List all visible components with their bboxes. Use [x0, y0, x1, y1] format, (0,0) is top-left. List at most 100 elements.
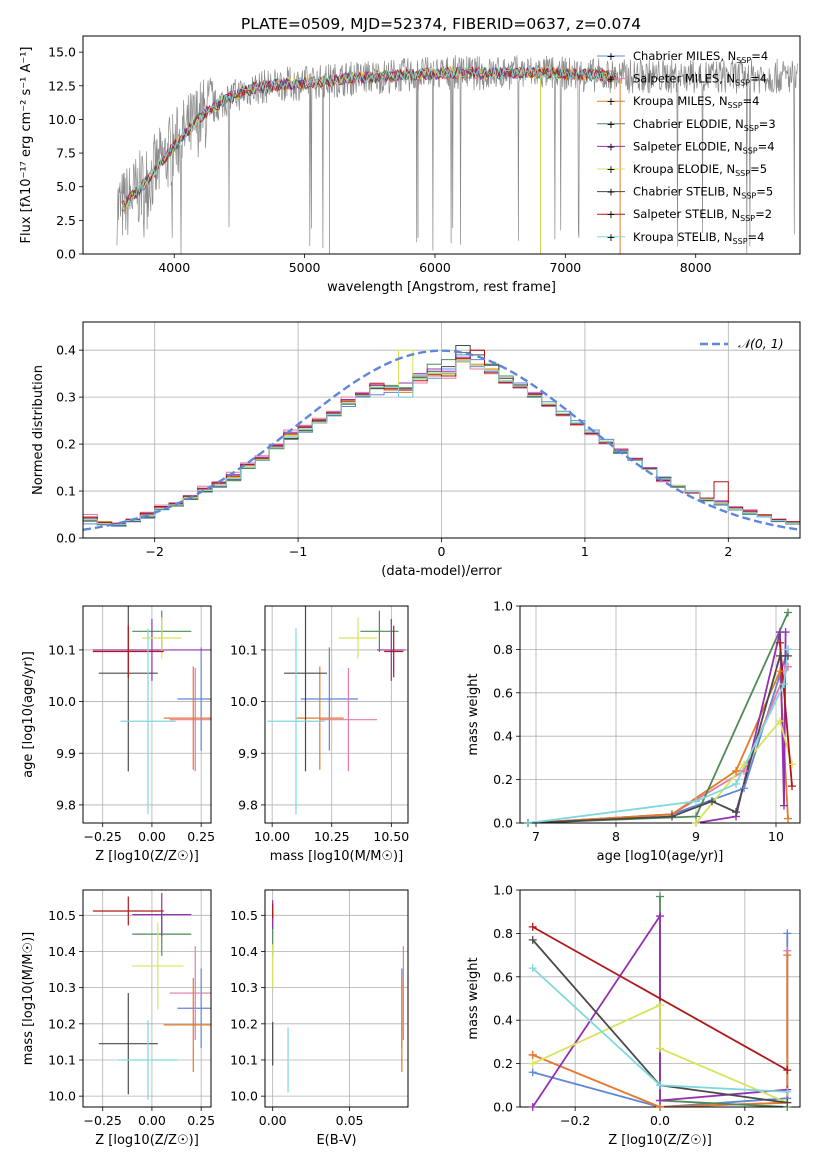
mass_vs_z-ytick-label-0: 10.0 — [48, 1089, 76, 1104]
weight_vs_z-marker-6-2 — [783, 1098, 792, 1107]
weight_vs_age-marker-8-2 — [732, 779, 740, 788]
spectrum-legend-marker-7: + — [606, 208, 615, 221]
legend-label-sub: SSP — [740, 214, 755, 223]
mass_vs_z-xtick-label-2: 0.25 — [187, 1113, 215, 1128]
spectrum-ytick-label-6: 15.0 — [48, 45, 76, 60]
weight_vs_age-line-7 — [779, 642, 793, 787]
weight_vs_age-line-5 — [695, 719, 793, 823]
weight_vs_z-line-5 — [532, 1003, 788, 1104]
weight_vs_z-ytick-label-4: 0.8 — [493, 926, 513, 941]
mass_vs_ebv-ytick-label-1: 10.1 — [230, 1052, 258, 1067]
spectrum-legend-marker-4: + — [606, 140, 615, 153]
legend-label-suffix: =4 — [751, 49, 768, 63]
legend-label-sub: SSP — [728, 101, 743, 110]
age_vs_z-xtick-label-2: 0.25 — [187, 829, 215, 844]
weight_vs_age-ytick-label-4: 0.8 — [493, 642, 513, 657]
weight_vs_age-xtick-label-1: 8 — [612, 829, 620, 844]
weight_vs_z-marker-4-0 — [528, 1103, 537, 1111]
spectrum-xlabel: wavelength [Angstrom, rest frame] — [327, 280, 556, 295]
age_vs_z-plot-area — [92, 606, 211, 815]
weight_vs_age-ytick-label-2: 0.4 — [493, 729, 513, 744]
weight_vs_z-ytick-label-1: 0.2 — [493, 1056, 513, 1071]
age_vs_z-ytick-label-2: 10.0 — [48, 694, 76, 709]
legend-label-main: Kroupa MILES, N — [633, 94, 728, 108]
weight_vs_age-line-1 — [527, 666, 789, 823]
spectrum-frame — [82, 35, 801, 255]
spectrum-legend-marker-0: + — [606, 50, 615, 63]
weight_vs_age-xtick-label-3: 10 — [768, 829, 784, 844]
weight_vs_age-ytick-label-5: 1.0 — [493, 599, 513, 614]
spectrum-legend-marker-2: + — [606, 95, 615, 108]
mass_vs_ebv-ytick-label-0: 10.0 — [230, 1089, 258, 1104]
legend-label-sub: SSP — [736, 56, 751, 65]
weight_vs_age-marker-0-2 — [740, 784, 748, 793]
spectrum-legend-marker-1: + — [606, 73, 615, 86]
weight_vs_age-xlabel: age [log10(age/yr)] — [597, 849, 724, 864]
weight_vs_age-marker-8-1 — [692, 797, 700, 806]
age_vs_mass-xtick-label-1: 10.25 — [314, 829, 350, 844]
mass_vs_ebv-ytick-label-2: 10.2 — [230, 1016, 258, 1031]
weight_vs_z-ytick-label-2: 0.4 — [493, 1013, 513, 1028]
weight_vs_age-marker-8-0 — [524, 819, 532, 827]
residuals-ytick-label-2: 0.2 — [56, 437, 76, 452]
residuals-xtick-label-0: −2 — [145, 544, 163, 559]
legend-label-main: Kroupa ELODIE, N — [633, 162, 735, 176]
legend-label-suffix: =4 — [748, 230, 765, 244]
age_vs_z-ytick-label-3: 10.1 — [48, 642, 76, 657]
legend-label-main: Chabrier MILES, N — [633, 49, 736, 63]
mass_vs_ebv-xtick-label-0: 0.00 — [259, 1113, 287, 1128]
spectrum-legend-marker-6: + — [606, 186, 615, 199]
mass_vs_z-frame — [82, 889, 212, 1108]
spectrum-ytick-label-2: 5.0 — [56, 179, 76, 194]
weight_vs_z-xtick-label-0: −0.2 — [560, 1113, 590, 1128]
mass_vs_z-ytick-label-1: 10.1 — [48, 1052, 76, 1067]
legend-label-suffix: =4 — [743, 94, 760, 108]
spectrum-ytick-label-4: 10.0 — [48, 112, 76, 127]
spectrum-model-line-5 — [121, 65, 617, 211]
spectrum-model-line-0 — [121, 66, 617, 209]
mass_vs_z-ytick-label-2: 10.2 — [48, 1016, 76, 1031]
legend-label-suffix: =4 — [750, 72, 767, 86]
age_vs_z-panel: −0.25 0.00 0.25 9.8 9.9 10.0 10.1 Z [log10(Z/Z☉… — [21, 605, 215, 864]
weight_vs_age-marker-2-3 — [776, 667, 784, 676]
legend-label-main: Salpeter MILES, N — [633, 72, 735, 86]
legend-label-main: Kroupa STELIB, N — [633, 230, 733, 244]
mass_vs_z-ytick-label-4: 10.4 — [48, 944, 76, 959]
weight_vs_age-marker-4-4 — [781, 628, 790, 637]
age_vs_z-xtick-label-0: −0.25 — [84, 829, 122, 844]
residual-legend-label: 𝒩(0, 1) — [738, 336, 784, 351]
weight_vs_z-marker-8-1 — [656, 1081, 664, 1090]
mass_vs_ebv-ytick-label-5: 10.5 — [230, 908, 258, 923]
weight_vs_z-marker-4-2 — [656, 1096, 664, 1105]
weight_vs_age-ylabel: mass weight — [466, 673, 481, 755]
age_vs_mass-ytick-label-1: 9.9 — [238, 746, 258, 761]
weight_vs_z-xtick-label-1: 0.0 — [650, 1113, 670, 1128]
weight_vs_z-marker-8-2 — [783, 1087, 792, 1096]
age_vs_z-xtick-label-1: 0.00 — [138, 829, 166, 844]
spectrum-legend-marker-5: + — [606, 163, 615, 176]
spectrum-legend-label-5: Kroupa ELODIE, NSSP=5 — [633, 162, 767, 178]
weight_vs_age-marker-7-1 — [788, 782, 796, 791]
legend-label-main: Salpeter ELODIE, N — [633, 139, 743, 153]
weight_vs_z-marker-0-0 — [528, 1068, 537, 1077]
legend-label-main: Chabrier STELIB, N — [633, 185, 741, 199]
weight_vs_age-marker-7-0 — [776, 638, 784, 647]
residuals-ylabel: Normed distribution — [31, 365, 46, 495]
weight_vs_age-ytick-label-1: 0.2 — [493, 772, 513, 787]
age_vs_z-frame — [82, 605, 212, 824]
weight_vs_z-line-7 — [532, 926, 788, 1071]
spectrum-xtick-label-3: 7000 — [549, 260, 581, 275]
spectrum-panel: 4000 5000 6000 7000 8000 0.0 2.5 5.0 7.5 10.0 12.5… — [19, 35, 801, 295]
mass_vs_ebv-xtick-label-1: 0.05 — [336, 1113, 364, 1128]
age_vs_mass-plot-area — [267, 606, 406, 815]
legend-label-suffix: =2 — [755, 207, 772, 221]
residuals-xtick-label-3: 1 — [581, 544, 589, 559]
residuals-ytick-label-4: 0.4 — [56, 343, 76, 358]
mass_vs_ebv-plot-area — [272, 900, 404, 1093]
mass_vs_ebv-ytick-label-4: 10.4 — [230, 944, 258, 959]
weight_vs_age-marker-3-2 — [784, 608, 792, 617]
age_vs_z-ylabel: age [log10(age/yr)] — [21, 651, 36, 778]
legend-label-sub: SSP — [741, 192, 756, 201]
weight_vs_z-marker-7-1 — [783, 1066, 792, 1075]
